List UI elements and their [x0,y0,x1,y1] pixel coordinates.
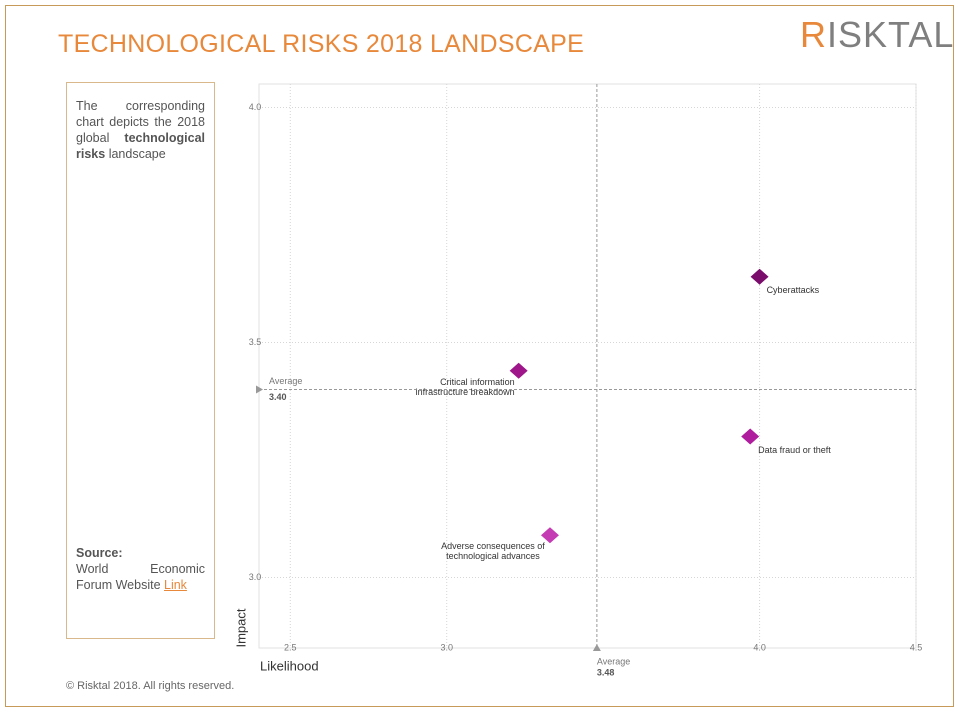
x-tick-label: 2.5 [284,642,297,652]
source-text: World Economic Forum Website [76,562,205,592]
average-value: 3.40 [269,392,287,402]
x-tick-label: 3.0 [440,642,453,652]
point-label: Data fraud or theft [758,444,831,455]
y-tick-label: 3.0 [249,572,262,582]
plot-frame [258,83,917,649]
point-label: Cyberattacks [766,284,820,295]
average-label: Average [597,656,630,666]
y-tick-label: 3.5 [249,337,262,347]
data-point [540,527,559,544]
footer: © Risktal 2018. All rights reserved. [66,680,235,692]
point-label: Adverse consequences of technological ad… [441,541,545,562]
average-label: Average [269,376,302,386]
y-tick-label: 4.0 [249,102,262,112]
sidebar: The corresponding chart depicts the 2018… [66,82,215,639]
text-bold: technological risks [76,131,205,161]
average-marker [256,385,263,394]
description: The corresponding chart depicts the 2018… [76,98,205,162]
slide-title: TECHNOLOGICAL RISKS 2018 LANDSCAPE [58,30,585,58]
source-label: Source: [76,546,123,560]
text: landscape [108,147,166,161]
slide-frame [5,5,954,707]
average-marker [592,644,601,651]
text: The corresponding chart depicts the 2018… [76,99,205,145]
source: Source: World Economic Forum Website Link [76,545,205,593]
data-point [509,362,528,379]
x-tick-label: 4.0 [753,642,766,652]
logo: RISKTAL [800,14,955,55]
source-link[interactable]: Link [164,578,187,592]
data-point [750,268,769,285]
y-axis-title: Impact [233,608,248,647]
average-value: 3.48 [597,667,615,677]
x-tick-label: 4.5 [910,642,923,652]
x-axis-title: Likelihood [260,658,319,673]
point-label: Critical information infrastructure brea… [415,376,515,397]
data-point [741,428,760,445]
